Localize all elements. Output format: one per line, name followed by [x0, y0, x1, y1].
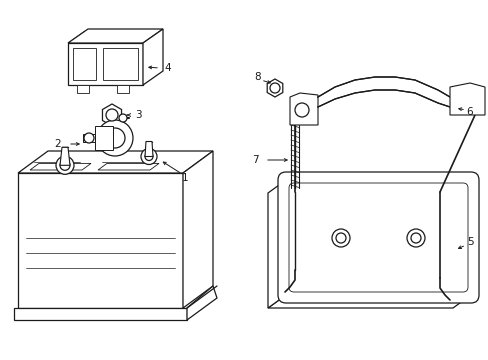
Polygon shape [98, 163, 159, 170]
Polygon shape [354, 77, 374, 93]
Polygon shape [14, 308, 186, 320]
Polygon shape [145, 141, 153, 157]
Polygon shape [394, 77, 414, 93]
Polygon shape [334, 80, 354, 99]
Polygon shape [267, 295, 470, 308]
Polygon shape [95, 126, 113, 150]
Polygon shape [183, 151, 213, 308]
Polygon shape [68, 29, 163, 43]
Circle shape [294, 103, 308, 117]
Polygon shape [18, 151, 213, 173]
Polygon shape [186, 286, 217, 320]
Circle shape [60, 160, 70, 170]
Polygon shape [30, 163, 91, 170]
Polygon shape [103, 48, 138, 80]
Polygon shape [414, 80, 437, 103]
Text: 3: 3 [134, 110, 141, 120]
Polygon shape [267, 180, 285, 308]
Circle shape [335, 233, 346, 243]
Polygon shape [83, 134, 95, 142]
Text: 6: 6 [466, 107, 472, 117]
Text: 8: 8 [254, 72, 261, 82]
Text: 7: 7 [251, 155, 258, 165]
Circle shape [119, 114, 127, 122]
Circle shape [141, 149, 157, 165]
Polygon shape [117, 85, 129, 93]
Text: 2: 2 [55, 139, 61, 149]
Circle shape [97, 120, 133, 156]
Polygon shape [18, 173, 183, 308]
Polygon shape [102, 104, 122, 126]
Circle shape [410, 233, 420, 243]
Circle shape [406, 229, 424, 247]
Circle shape [106, 109, 118, 121]
Circle shape [331, 229, 349, 247]
Polygon shape [449, 83, 484, 115]
Polygon shape [142, 29, 163, 85]
Polygon shape [374, 77, 394, 90]
Polygon shape [60, 147, 70, 165]
Polygon shape [266, 79, 282, 97]
Circle shape [56, 156, 74, 174]
FancyBboxPatch shape [278, 172, 478, 303]
Polygon shape [77, 85, 89, 93]
Circle shape [269, 83, 280, 93]
Text: 4: 4 [164, 63, 171, 73]
Circle shape [105, 128, 125, 148]
Circle shape [84, 133, 94, 143]
Text: 1: 1 [182, 173, 188, 183]
Circle shape [145, 153, 153, 161]
Polygon shape [317, 87, 334, 107]
Polygon shape [73, 48, 96, 80]
Polygon shape [289, 93, 317, 125]
Polygon shape [437, 90, 449, 107]
Polygon shape [68, 43, 142, 85]
Text: 5: 5 [466, 237, 472, 247]
